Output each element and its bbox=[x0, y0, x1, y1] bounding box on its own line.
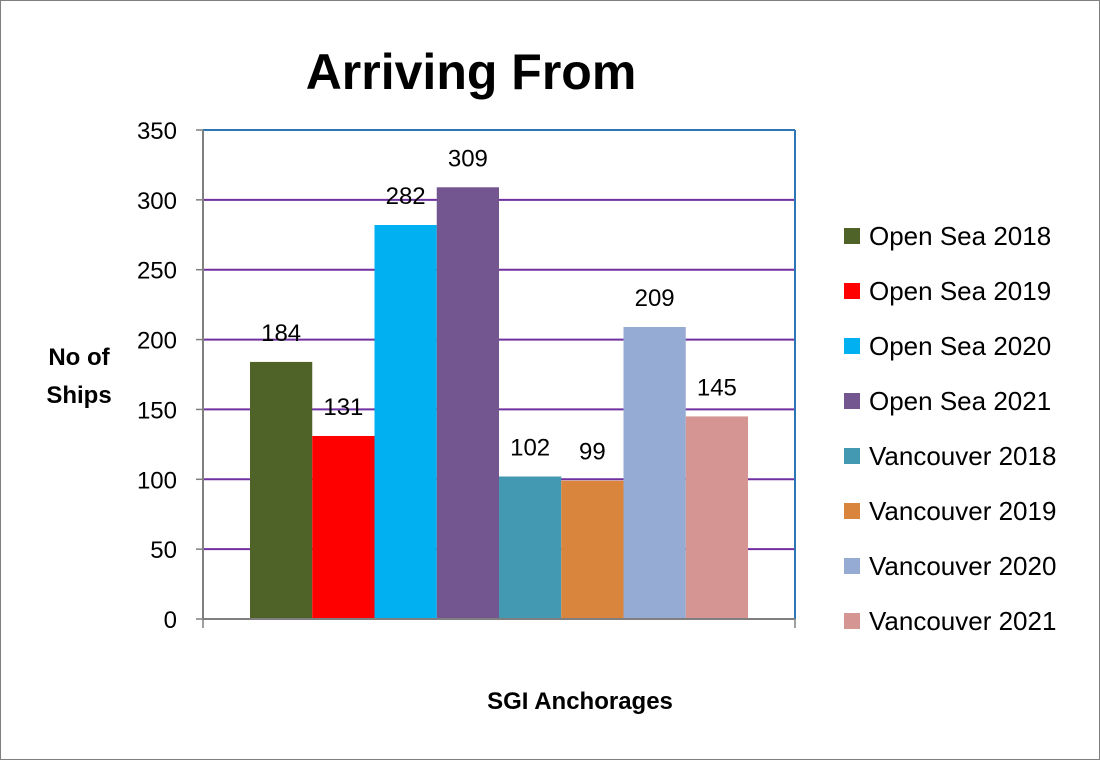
bar bbox=[312, 435, 375, 619]
bar-group bbox=[250, 187, 748, 620]
y-tick-group: 0 50 100 150 200 250 300 350 bbox=[137, 118, 177, 634]
y-tick-label: 0 bbox=[164, 607, 177, 634]
legend-swatch bbox=[844, 393, 860, 409]
y-axis-label-line-1: No of bbox=[48, 344, 110, 371]
x-axis-label: SGI Anchorages bbox=[487, 688, 673, 715]
legend-swatch bbox=[844, 283, 860, 299]
bar bbox=[623, 326, 686, 619]
bar bbox=[561, 480, 624, 619]
legend-label: Open Sea 2018 bbox=[869, 221, 1051, 251]
data-label: 145 bbox=[697, 374, 737, 401]
bar bbox=[685, 416, 748, 619]
legend-label: Vancouver 2020 bbox=[869, 551, 1056, 581]
legend-swatch bbox=[844, 448, 860, 464]
y-tick-label: 150 bbox=[137, 397, 177, 424]
bar bbox=[250, 361, 313, 619]
data-label: 209 bbox=[635, 285, 675, 312]
data-label: 102 bbox=[510, 434, 550, 461]
y-tick-label: 200 bbox=[137, 328, 177, 355]
legend-label: Open Sea 2020 bbox=[869, 331, 1051, 361]
legend-swatch bbox=[844, 503, 860, 519]
data-label: 184 bbox=[261, 320, 301, 347]
data-label: 282 bbox=[386, 183, 426, 210]
legend-swatch bbox=[844, 558, 860, 574]
y-tick-label: 50 bbox=[150, 537, 177, 564]
legend-swatch bbox=[844, 338, 860, 354]
legend-label: Vancouver 2021 bbox=[869, 606, 1056, 636]
bar bbox=[436, 187, 499, 620]
data-label: 99 bbox=[579, 439, 606, 466]
data-label: 309 bbox=[448, 145, 488, 172]
y-tick-label: 100 bbox=[137, 467, 177, 494]
y-tick-label: 250 bbox=[137, 258, 177, 285]
data-label: 131 bbox=[323, 394, 363, 421]
legend-swatch bbox=[844, 228, 860, 244]
y-tick-label: 300 bbox=[137, 188, 177, 215]
data-label-group: 184 131 282 309 102 99 209 145 bbox=[261, 145, 737, 465]
y-tick-label: 350 bbox=[137, 118, 177, 145]
legend: Open Sea 2018 Open Sea 2019 Open Sea 2020 O… bbox=[844, 221, 1056, 636]
bar bbox=[374, 225, 437, 619]
legend-swatch bbox=[844, 613, 860, 629]
y-axis-label-line-2: Ships bbox=[46, 382, 111, 409]
legend-label: Open Sea 2019 bbox=[869, 276, 1051, 306]
legend-label: Open Sea 2021 bbox=[869, 386, 1051, 416]
chart-title: Arriving From bbox=[306, 44, 637, 100]
legend-label: Vancouver 2018 bbox=[869, 441, 1056, 471]
legend-label: Vancouver 2019 bbox=[869, 496, 1056, 526]
bar bbox=[499, 476, 562, 619]
axes bbox=[196, 129, 796, 628]
